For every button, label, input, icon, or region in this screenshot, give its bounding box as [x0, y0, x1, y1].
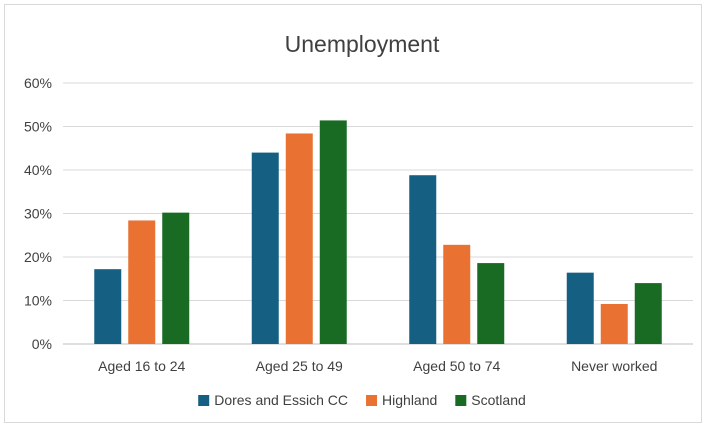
- y-tick-label: 40%: [24, 162, 52, 178]
- bar-dores-and-essich-cc-2: [409, 175, 437, 344]
- x-category-label: Aged 16 to 24: [98, 358, 185, 374]
- x-axis-category-labels: Aged 16 to 24 Aged 25 to 49 Aged 50 to 74 N…: [98, 358, 657, 374]
- legend-swatch: [455, 395, 467, 406]
- legend-label: Dores and Essich CC: [214, 392, 348, 408]
- x-category-label: Aged 50 to 74: [413, 358, 500, 374]
- bar-dores-and-essich-cc-0: [94, 269, 122, 344]
- bar-scotland-2: [477, 263, 505, 344]
- bar-scotland-0: [162, 212, 190, 344]
- y-tick-label: 50%: [24, 119, 52, 135]
- bar-scotland-1: [319, 120, 347, 344]
- legend-swatch: [366, 395, 378, 406]
- legend: Dores and Essich CC Highland Scotland: [198, 392, 526, 408]
- y-tick-label: 60%: [24, 75, 52, 91]
- y-tick-label: 20%: [24, 249, 52, 265]
- y-axis-tick-labels: 0% 10% 20% 30% 40% 50% 60%: [24, 75, 52, 352]
- gridlines: [63, 82, 693, 345]
- bar-highland-1: [285, 133, 313, 344]
- x-category-label: Aged 25 to 49: [256, 358, 343, 374]
- bar-highland-3: [600, 303, 628, 344]
- bar-dores-and-essich-cc-3: [566, 272, 594, 344]
- legend-swatch: [198, 395, 210, 406]
- legend-label: Scotland: [471, 392, 525, 408]
- chart-title: Unemployment: [285, 31, 440, 57]
- x-category-label: Never worked: [571, 358, 657, 374]
- bar-scotland-3: [634, 283, 662, 344]
- bar-highland-0: [128, 220, 156, 344]
- bars: [94, 120, 662, 344]
- bar-dores-and-essich-cc-1: [251, 152, 279, 344]
- y-tick-label: 30%: [24, 206, 52, 222]
- y-tick-label: 10%: [24, 293, 52, 309]
- legend-label: Highland: [382, 392, 437, 408]
- y-tick-label: 0%: [32, 336, 52, 352]
- bar-highland-2: [443, 244, 471, 344]
